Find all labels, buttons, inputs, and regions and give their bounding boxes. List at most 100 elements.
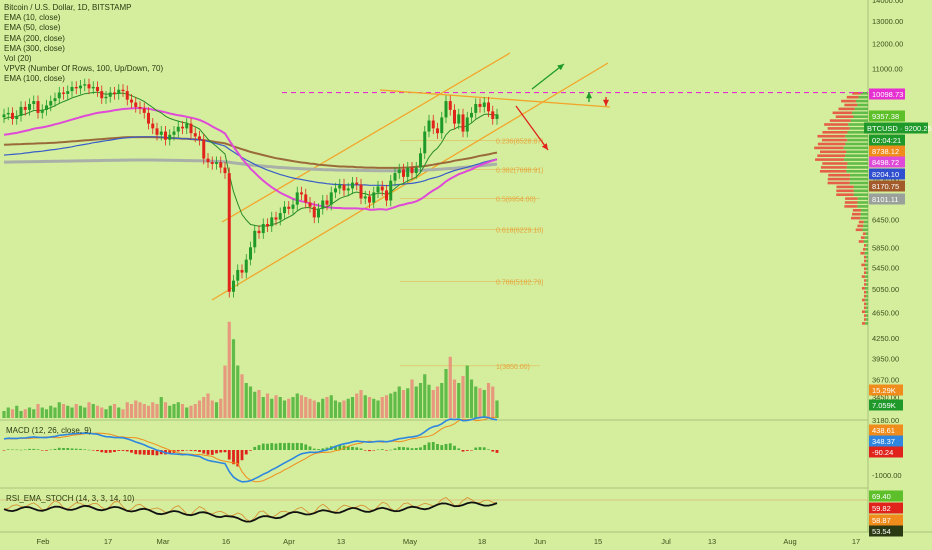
macd-histogram-bar	[198, 450, 201, 452]
candle-body	[427, 120, 431, 132]
candle-body	[295, 192, 299, 205]
price-tag-label: 9357.38	[872, 112, 899, 121]
vpvr-bar-down	[861, 310, 866, 313]
volume-bar	[406, 388, 410, 418]
macd-histogram-bar	[385, 450, 388, 451]
volume-bar	[299, 395, 304, 418]
vpvr-bar-down	[860, 251, 865, 255]
vpvr-bar-down	[824, 123, 849, 126]
volume-bar	[57, 402, 61, 418]
price-tag-label: 8170.75	[872, 182, 899, 191]
vpvr-bar-down	[846, 95, 859, 99]
fib-level-label: 0.236(8528.87)	[496, 138, 543, 145]
vpvr-bar-down	[861, 322, 866, 325]
candle-body	[240, 269, 244, 273]
bearish-arrow	[515, 105, 549, 151]
candle-body	[66, 91, 70, 94]
macd-histogram-bar	[440, 445, 444, 450]
vpvr-bar-up	[855, 99, 868, 103]
candle-body	[363, 196, 367, 199]
volume-bar	[410, 379, 414, 418]
macd-histogram-bar	[270, 443, 274, 450]
macd-histogram-bar	[193, 450, 197, 452]
macd-histogram-bar	[317, 449, 320, 450]
volume-bar	[168, 405, 172, 418]
candle-body	[62, 92, 65, 94]
volume-bar	[189, 405, 193, 418]
volume-bar	[185, 407, 189, 418]
volume-bar	[376, 400, 380, 418]
volume-bar	[27, 407, 32, 418]
volume-bar	[435, 386, 440, 418]
macd-histogram-bar	[2, 450, 6, 451]
macd-histogram-bar	[215, 450, 218, 454]
vpvr-bar-up	[866, 267, 868, 271]
vpvr-bar-up	[847, 131, 868, 134]
candle-body	[431, 120, 435, 129]
volume-bar	[15, 405, 19, 418]
vpvr-bar-up	[849, 177, 868, 181]
macd-histogram-bar	[495, 450, 499, 453]
volume-bar	[491, 386, 495, 418]
macd-histogram-bar	[457, 448, 461, 450]
vpvr-bar-up	[866, 294, 868, 298]
pane-tag-bg	[869, 399, 903, 411]
vpvr-bar-up	[860, 216, 868, 220]
volume-bar	[112, 404, 117, 418]
price-tick-label: 6450.00	[872, 216, 899, 225]
volume-bar	[397, 386, 401, 418]
price-tags: 10098.73 9357.38 BTCUSD · 9200.25 02:04:21 8…	[864, 88, 932, 537]
candle-body	[283, 206, 286, 214]
vpvr-bar-up	[866, 244, 868, 247]
pane-tag-label: 59.82	[872, 504, 891, 513]
vpvr-bar-down	[864, 283, 867, 286]
candle-body	[291, 204, 295, 209]
candle-body	[117, 89, 121, 94]
vpvr-bar-up	[852, 111, 868, 115]
vpvr-bar-down	[858, 240, 864, 243]
macd-histogram-bar	[83, 449, 87, 450]
candle-body	[74, 86, 78, 89]
candle-body	[244, 259, 248, 273]
candle-body	[19, 106, 23, 116]
volume-bar	[87, 402, 91, 418]
macd-histogram-bar	[142, 450, 146, 455]
vpvr-bar-down	[864, 302, 867, 306]
pane-tag-bg	[869, 384, 903, 396]
volume-bar	[367, 397, 372, 418]
candle-body	[236, 269, 240, 281]
volume-bar	[117, 407, 121, 418]
price-tag-bg	[869, 168, 905, 180]
macd-histogram-bar	[482, 447, 486, 450]
macd-histogram-bar	[487, 449, 490, 450]
time-tick-label: Mar	[157, 537, 170, 546]
candle-body	[155, 128, 159, 135]
pane-tag-label: 438.61	[872, 426, 895, 435]
macd-histogram-bar	[393, 448, 397, 450]
price-tag-bg	[869, 134, 905, 146]
candle-body	[436, 128, 439, 134]
volume-bar	[6, 407, 10, 418]
candle-body	[312, 206, 316, 218]
time-tick-label: Apr	[283, 537, 295, 546]
macd-histogram-bar	[338, 444, 342, 450]
volume-bar	[278, 397, 282, 418]
candle-body	[6, 112, 10, 115]
candle-body	[130, 99, 133, 103]
vpvr-bar-down	[861, 287, 866, 290]
channel-lower-line	[211, 62, 609, 301]
fib-level-label: 0.382(7698.91)	[496, 167, 543, 174]
candle-body	[83, 84, 87, 86]
candle-body	[15, 115, 19, 119]
volume-bar	[486, 383, 491, 418]
time-tick-label: 16	[222, 537, 230, 546]
candle-body	[278, 213, 282, 220]
macd-histogram-bar	[304, 444, 308, 450]
vpvr-bar-up	[865, 298, 868, 302]
macd-histogram-bar	[185, 450, 189, 451]
vpvr-bar-down	[861, 298, 866, 302]
price-tag-bg	[869, 156, 905, 168]
volume-bar	[384, 395, 389, 418]
vpvr-bar-up	[860, 92, 868, 95]
